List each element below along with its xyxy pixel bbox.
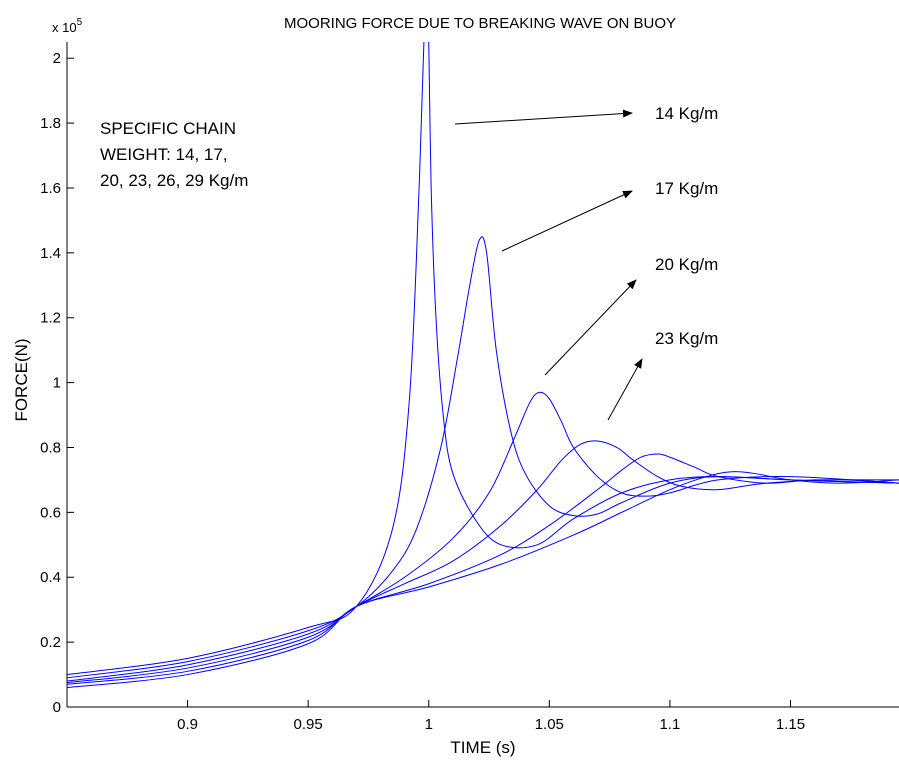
y-exponent-power: 5 [77,17,83,28]
arrow-23 [607,358,643,421]
arrow-14 [454,109,633,125]
y-tick-label: 0.6 [40,504,61,521]
y-tick-label: 0.2 [40,634,61,651]
y-exponent-base: x 10 [52,20,77,35]
y-tick-label: 1.2 [40,310,61,327]
y-axis-label: FORCE(N) [12,338,31,421]
x-tick-label: 1.1 [659,716,680,733]
y-tick-label: 0 [53,699,61,716]
series-lines [67,42,899,689]
arrow-17 [501,190,633,252]
x-tick-label: 0.9 [177,716,198,733]
annotation-line-2: WEIGHT: 14, 17, [100,145,228,164]
y-exponent-label: x 105 [52,17,83,35]
series-line-2 [67,236,899,679]
y-tick-label: 0.4 [40,569,61,586]
series-line-6 [67,471,899,689]
x-tick-label: 1.05 [535,716,564,733]
y-tick-label: 0.8 [40,439,61,456]
label-14-kg-m: 14 Kg/m [655,104,718,123]
plot-area [66,42,899,708]
x-tick-label: 1.15 [776,716,805,733]
annotation-arrows [454,109,643,421]
label-23-kg-m: 23 Kg/m [655,329,718,348]
label-20-kg-m: 20 Kg/m [655,255,718,274]
arrow-20 [544,279,637,376]
series-line-5 [67,453,899,685]
y-tick-label: 1 [53,375,61,392]
y-tick-label: 2 [53,50,61,67]
chart-title: MOORING FORCE DUE TO BREAKING WAVE ON BU… [284,15,676,32]
annotation-line-1: SPECIFIC CHAIN [100,119,236,138]
x-tick-label: 1 [425,716,433,733]
y-tick-label: 1.4 [40,245,61,262]
x-tick-label: 0.95 [294,716,323,733]
x-ticks: 0.9 0.95 1 1.05 1.1 1.15 [177,700,805,733]
series-line-4 [67,440,899,684]
series-line-3 [67,391,899,682]
y-tick-label: 1.8 [40,115,61,132]
annotation-specific-chain: SPECIFIC CHAIN WEIGHT: 14, 17, 20, 23, 2… [100,119,248,190]
label-17-kg-m: 17 Kg/m [655,179,718,198]
x-axis-label: TIME (s) [450,738,515,757]
annotation-line-3: 20, 23, 26, 29 Kg/m [100,171,248,190]
y-tick-label: 1.6 [40,180,61,197]
y-ticks: 0 0.2 0.4 0.6 0.8 1 1.2 1.4 1.6 1.8 2 [40,50,74,716]
